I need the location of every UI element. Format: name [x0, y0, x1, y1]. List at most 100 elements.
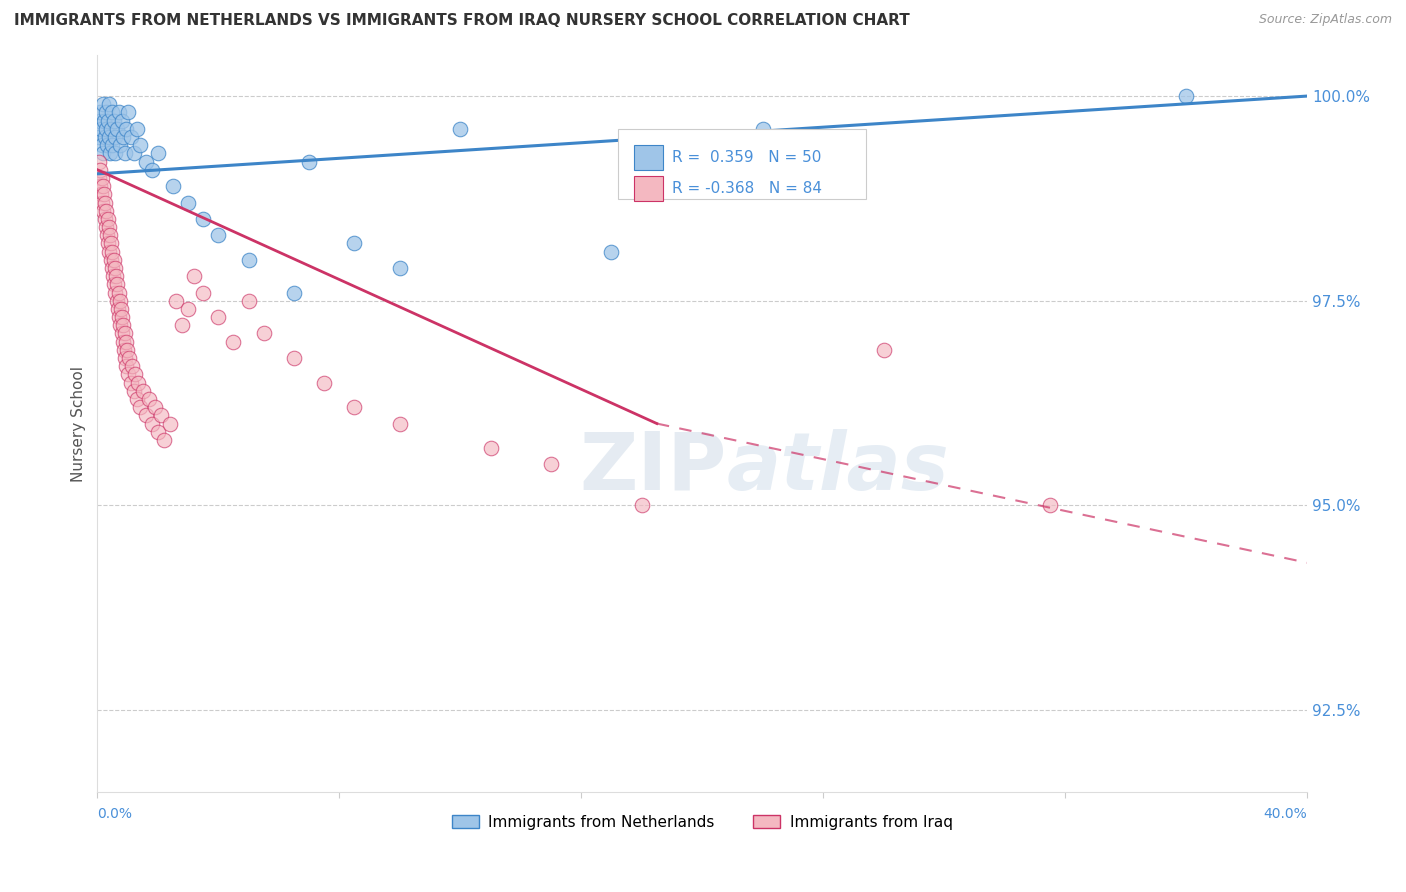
- Point: [97, 236, 120, 251]
- Point: [122, 146, 145, 161]
- Point: [183, 269, 205, 284]
- Point: [162, 179, 184, 194]
- Point: [89, 162, 111, 177]
- Text: 40.0%: 40.0%: [1264, 806, 1308, 821]
- Point: [97, 211, 120, 226]
- Point: [104, 130, 127, 145]
- Point: [91, 179, 114, 194]
- Point: [238, 252, 260, 267]
- Point: [108, 293, 131, 308]
- Point: [115, 359, 138, 374]
- Point: [630, 499, 652, 513]
- Point: [141, 417, 163, 431]
- Point: [193, 211, 215, 226]
- Point: [135, 154, 157, 169]
- Point: [207, 310, 229, 325]
- Point: [90, 187, 112, 202]
- Point: [343, 236, 366, 251]
- Point: [103, 252, 125, 267]
- Point: [89, 105, 111, 120]
- Point: [149, 409, 172, 423]
- Point: [283, 351, 305, 365]
- Point: [135, 409, 157, 423]
- Point: [89, 113, 111, 128]
- Point: [89, 170, 111, 185]
- Point: [165, 293, 187, 308]
- Point: [159, 417, 181, 431]
- Point: [94, 220, 117, 235]
- Point: [193, 285, 215, 300]
- Point: [449, 121, 471, 136]
- Point: [104, 285, 127, 300]
- Point: [298, 154, 321, 169]
- Point: [89, 179, 111, 194]
- Point: [114, 351, 136, 365]
- Point: [93, 203, 115, 218]
- Point: [105, 121, 128, 136]
- Point: [94, 130, 117, 145]
- Point: [100, 252, 122, 267]
- Point: [101, 105, 124, 120]
- Point: [283, 285, 305, 300]
- Point: [127, 376, 149, 390]
- Point: [98, 146, 121, 161]
- Point: [540, 458, 562, 472]
- Point: [132, 384, 155, 398]
- Legend: Immigrants from Netherlands, Immigrants from Iraq: Immigrants from Netherlands, Immigrants …: [446, 809, 959, 836]
- Point: [146, 146, 169, 161]
- Point: [121, 359, 143, 374]
- Point: [143, 400, 166, 414]
- Point: [114, 146, 136, 161]
- Point: [96, 121, 118, 136]
- Point: [388, 417, 411, 431]
- Point: [97, 113, 120, 128]
- Point: [751, 121, 773, 136]
- Point: [872, 343, 894, 357]
- Text: Source: ZipAtlas.com: Source: ZipAtlas.com: [1258, 13, 1392, 27]
- Point: [600, 244, 623, 259]
- Point: [115, 343, 138, 357]
- Point: [93, 113, 115, 128]
- Point: [343, 400, 366, 414]
- Point: [93, 146, 115, 161]
- Point: [115, 121, 138, 136]
- Point: [97, 220, 120, 235]
- Point: [110, 318, 132, 333]
- Point: [314, 376, 336, 390]
- Point: [98, 244, 121, 259]
- Point: [125, 121, 148, 136]
- Point: [479, 441, 502, 455]
- Point: [122, 384, 145, 398]
- Point: [124, 368, 146, 382]
- Text: ZIP: ZIP: [579, 429, 727, 507]
- Y-axis label: Nursery School: Nursery School: [72, 366, 86, 482]
- Point: [388, 260, 411, 275]
- Point: [1039, 499, 1062, 513]
- Point: [104, 146, 127, 161]
- Point: [107, 105, 129, 120]
- Point: [112, 343, 135, 357]
- Point: [101, 244, 124, 259]
- Point: [112, 130, 135, 145]
- Point: [117, 368, 139, 382]
- Point: [1175, 89, 1198, 103]
- Point: [105, 269, 128, 284]
- Point: [110, 113, 132, 128]
- FancyBboxPatch shape: [634, 176, 664, 201]
- Point: [107, 301, 129, 316]
- Point: [94, 105, 117, 120]
- Point: [105, 277, 128, 292]
- Point: [94, 195, 117, 210]
- Point: [118, 351, 141, 365]
- Point: [110, 326, 132, 341]
- Point: [107, 285, 129, 300]
- Point: [101, 269, 124, 284]
- Point: [87, 154, 110, 169]
- Point: [96, 228, 118, 243]
- Point: [114, 334, 136, 349]
- Point: [91, 195, 114, 210]
- Point: [101, 260, 124, 275]
- Point: [103, 277, 125, 292]
- Point: [93, 211, 115, 226]
- Point: [120, 376, 142, 390]
